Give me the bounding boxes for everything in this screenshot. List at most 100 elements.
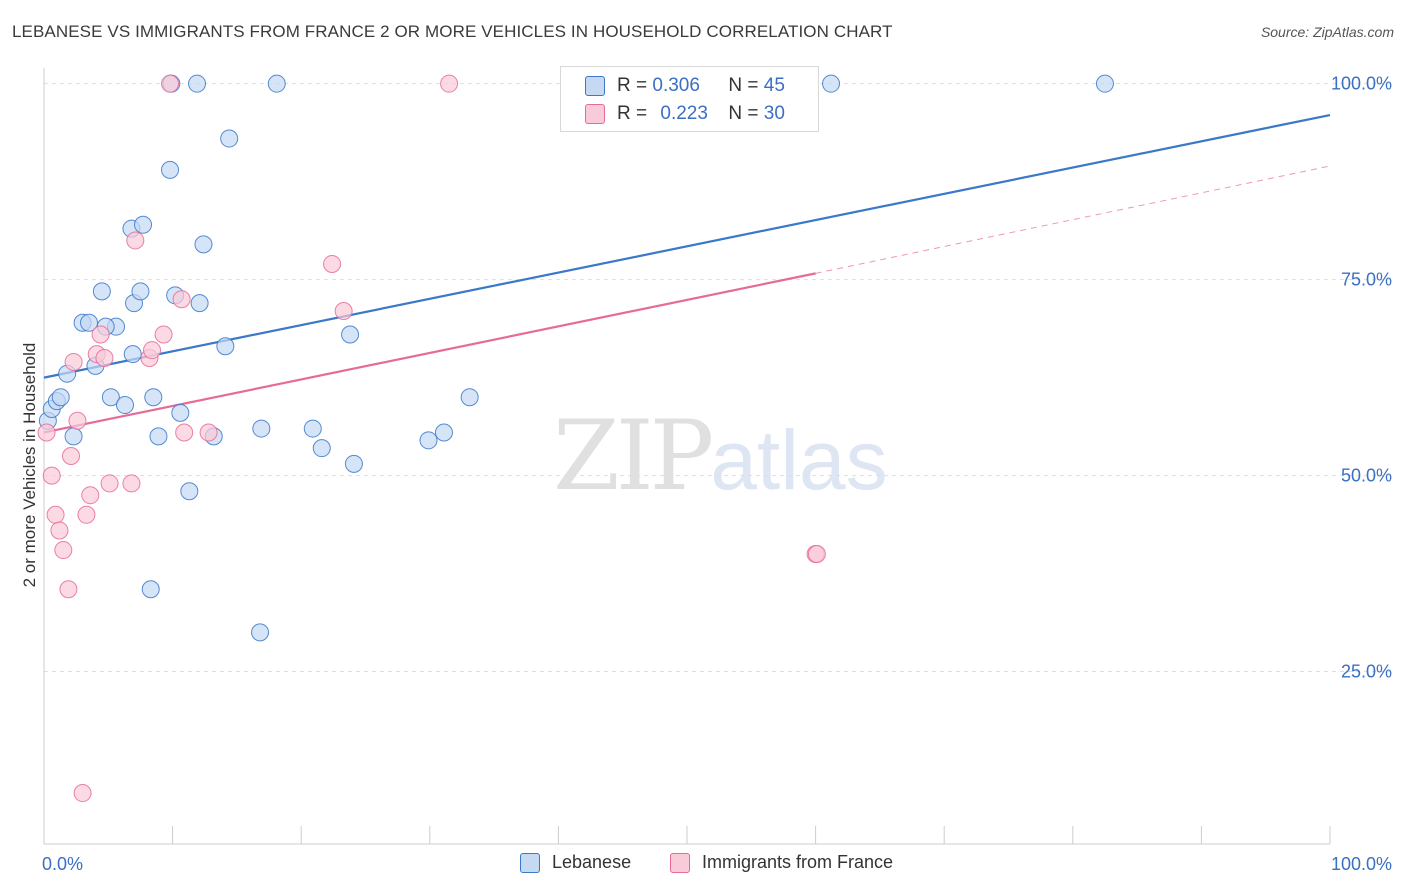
stats-row-lebanese: R = 0.306 N = 45 (585, 73, 785, 99)
point-lebanese (141, 580, 160, 599)
point-lebanese (460, 388, 479, 407)
point-france (126, 231, 145, 250)
point-france (143, 341, 162, 360)
x-tick-label: 0.0% (42, 854, 83, 874)
point-lebanese (101, 388, 120, 407)
x-tick-label: 100.0% (1331, 854, 1392, 874)
point-lebanese (149, 427, 168, 446)
point-lebanese (144, 388, 163, 407)
y-tick-label: 25.0% (1341, 662, 1392, 682)
point-lebanese (116, 396, 135, 415)
stats-n-value: 30 (763, 103, 785, 124)
legend-swatch-france (670, 852, 690, 873)
point-lebanese (161, 160, 180, 179)
chart-title: LEBANESE VS IMMIGRANTS FROM FRANCE 2 OR … (12, 22, 893, 41)
watermark-zip: ZIP (553, 400, 714, 512)
point-lebanese (419, 431, 438, 450)
point-france (42, 466, 61, 485)
legend-label-france: Immigrants from France (702, 852, 894, 872)
point-lebanese (64, 427, 83, 446)
point-france (37, 423, 56, 442)
point-france (64, 352, 83, 371)
point-france (68, 411, 87, 430)
point-france (100, 474, 119, 493)
point-lebanese (434, 423, 453, 442)
y-tick-label: 100.0% (1331, 74, 1392, 94)
point-lebanese (251, 623, 270, 642)
y-tick-label: 50.0% (1341, 466, 1392, 486)
point-lebanese (303, 419, 322, 438)
point-lebanese (190, 294, 209, 313)
point-france (175, 423, 194, 442)
point-france (334, 301, 353, 320)
point-france (95, 349, 114, 368)
point-france (161, 74, 180, 93)
point-france (172, 290, 191, 309)
axes (43, 68, 1331, 845)
point-lebanese (252, 419, 271, 438)
point-lebanese (123, 345, 142, 364)
point-lebanese (188, 74, 207, 93)
legend-item-france[interactable]: Immigrants from France (670, 852, 893, 873)
stats-swatch-lebanese (585, 76, 605, 96)
trend-line-lebanese (43, 113, 1331, 379)
point-france (122, 474, 141, 493)
trend-lines (43, 113, 1331, 434)
point-france (440, 74, 459, 93)
legend: Lebanese Immigrants from France (0, 852, 1406, 878)
point-lebanese (822, 74, 841, 93)
point-france (323, 254, 342, 273)
point-lebanese (267, 74, 286, 93)
point-lebanese (92, 282, 111, 301)
point-france (73, 784, 92, 803)
point-lebanese (220, 129, 239, 148)
point-france (81, 486, 100, 505)
stats-r-label: R = (617, 103, 648, 124)
stats-swatch-france (585, 104, 605, 124)
grid-lines (44, 83, 1390, 673)
point-france (62, 447, 81, 465)
y-tick-label: 75.0% (1341, 270, 1392, 290)
point-lebanese (51, 388, 70, 407)
point-france (46, 505, 65, 524)
legend-item-lebanese[interactable]: Lebanese (520, 852, 631, 873)
point-lebanese (134, 215, 153, 234)
point-lebanese (194, 235, 213, 254)
point-france (199, 423, 218, 442)
point-france (91, 325, 110, 344)
stats-n-value: 45 (763, 75, 785, 96)
point-france (50, 521, 69, 540)
stats-n-label: N = (728, 103, 759, 124)
legend-label-lebanese: Lebanese (552, 852, 632, 872)
stats-n-label: N = (728, 75, 759, 96)
point-france (77, 505, 96, 524)
stats-row-france: R = 0.223 N = 30 (585, 101, 785, 127)
trend-extension-france (815, 165, 1331, 274)
data-points (37, 74, 1114, 803)
stats-legend: R = 0.306 N = 45 R = 0.223 N = 30 (560, 66, 819, 132)
point-lebanese (312, 439, 331, 458)
point-france (807, 544, 826, 563)
watermark: ZIPatlas (553, 400, 888, 512)
point-lebanese (1095, 74, 1114, 93)
point-lebanese (131, 282, 150, 301)
point-lebanese (344, 454, 363, 473)
point-france (154, 325, 173, 344)
point-lebanese (80, 313, 99, 332)
y-axis-label: 2 or more Vehicles in Household (20, 342, 39, 588)
point-lebanese (341, 325, 360, 344)
source-credit: Source: ZipAtlas.com (1260, 24, 1394, 40)
trend-line-france (43, 272, 816, 434)
point-lebanese (171, 403, 190, 422)
tick-labels: 100.0% 75.0% 50.0% 25.0% 0.0% 100.0% (42, 74, 1392, 874)
legend-swatch-lebanese (520, 852, 540, 873)
stats-r-value: 0.306 (652, 75, 700, 96)
point-france (59, 580, 78, 599)
point-france (54, 541, 73, 560)
point-lebanese (216, 337, 235, 356)
stats-r-value: 0.223 (660, 103, 708, 124)
point-lebanese (180, 482, 199, 501)
stats-r-label: R = (617, 75, 648, 96)
watermark-atlas: atlas (710, 413, 888, 507)
